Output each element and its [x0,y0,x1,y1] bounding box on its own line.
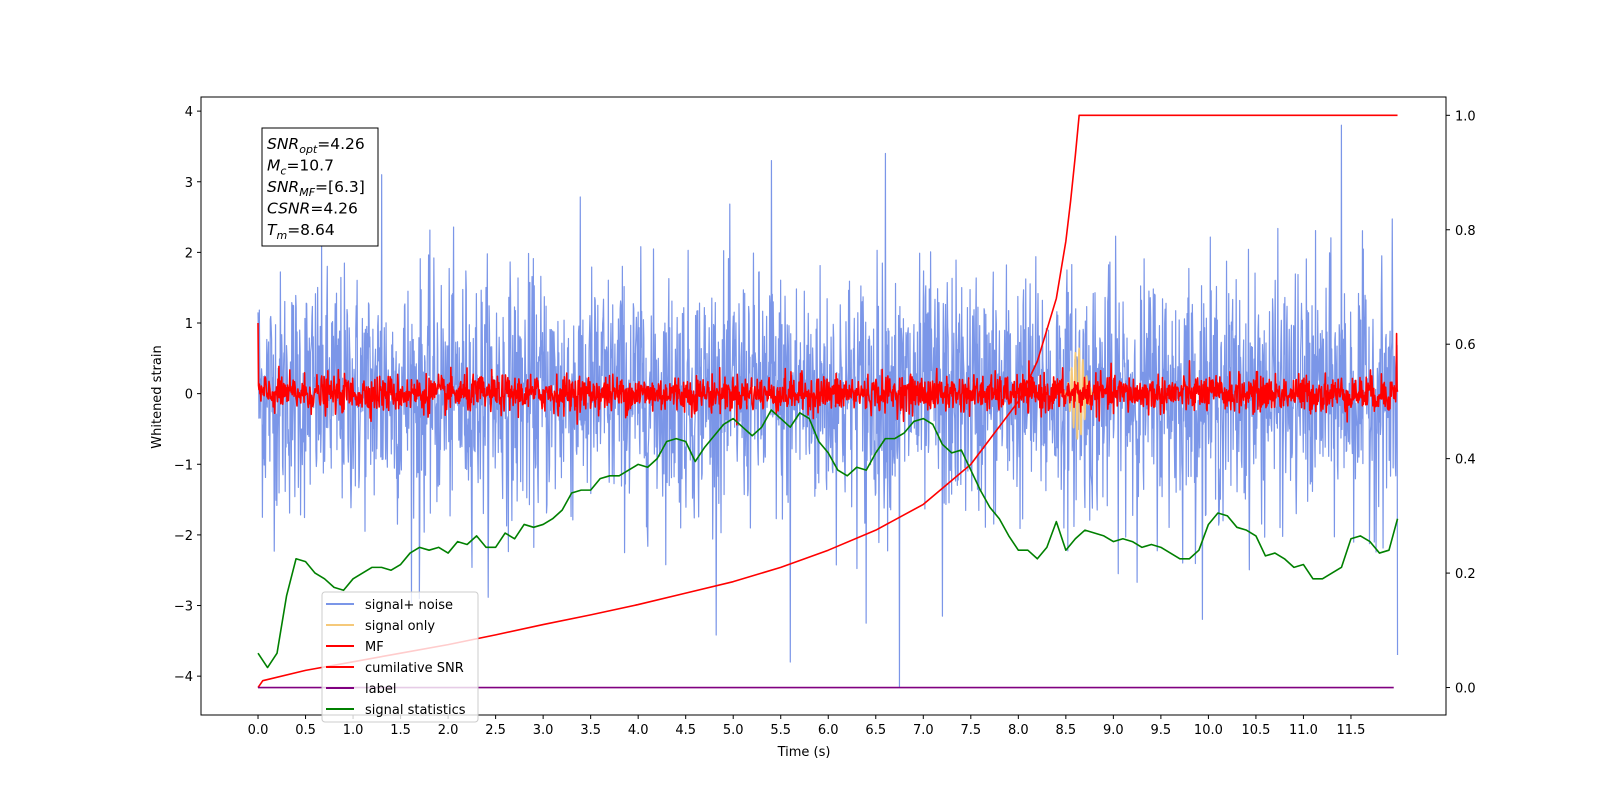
legend-frame [321,591,479,723]
legend-label: cumilative SNR [365,661,464,676]
plot-frame [200,96,1447,716]
axes: 0.0 0.5 1.0 1.5 2.0 2.5 3.0 3.5 4.0 4.5 5.0 5.5 6.0 6… [174,96,1476,738]
legend-label: signal only [365,619,435,634]
x-tick-label: 11.5 [1336,723,1365,738]
annotation-line: Tm=8.64 [267,221,335,242]
y-right-tick-label: 0.8 [1455,224,1476,239]
y-tick-label: 1 [185,317,193,332]
x-tick-label: 4.0 [628,723,649,738]
annotation-line: SNRMF=[6.3] [267,178,365,199]
x-tick-label: 10.5 [1241,723,1270,738]
y-tick-label: −3 [174,600,193,615]
x-tick-label: 6.5 [865,723,886,738]
annotation-frame [261,127,379,247]
y-tick-label: 2 [185,246,193,261]
x-tick-label: 2.0 [438,723,459,738]
y-tick-label: 3 [185,176,193,191]
x-tick-label: 3.5 [580,723,601,738]
x-tick-label: 9.5 [1151,723,1172,738]
x-tick-label: 8.0 [1008,723,1029,738]
legend-label: MF [365,640,384,655]
legend: signal+ noise signal only MF cumilative SNR… [321,591,479,723]
x-tick-label: 2.5 [485,723,506,738]
x-tick-label: 10.0 [1194,723,1223,738]
annotation-line: Mc=10.7 [267,157,334,178]
annotation-line: CSNR=4.26 [267,200,358,218]
y-tick-label: −1 [174,458,193,473]
y-right-tick-label: 0.6 [1455,338,1476,353]
y-right-tick-label: 0.4 [1455,453,1476,468]
x-tick-label: 1.5 [390,723,411,738]
x-tick-label: 8.5 [1056,723,1077,738]
y-tick-label: 0 [185,388,193,403]
x-tick-label: 0.0 [248,723,269,738]
series-signal-statistics-line [257,409,1399,669]
x-tick-label: 1.0 [343,723,364,738]
y-tick-label: −2 [174,529,193,544]
y-tick-label: −4 [174,670,193,685]
legend-label: signal statistics [365,703,466,718]
legend-label: label [365,682,396,697]
x-tick-label: 6.0 [818,723,839,738]
x-tick-label: 0.5 [295,723,316,738]
x-tick-label: 5.5 [770,723,791,738]
y-axis-title: Whitened strain [150,345,165,448]
y-right-tick-label: 1.0 [1455,109,1476,124]
x-tick-label: 11.0 [1289,723,1318,738]
x-tick-label: 7.5 [960,723,981,738]
x-tick-label: 7.0 [913,723,934,738]
series-mf-line [257,323,1399,426]
annotation-line: SNRopt=4.26 [267,135,365,156]
x-tick-label: 3.0 [533,723,554,738]
x-tick-label: 5.0 [723,723,744,738]
y-tick-label: 4 [185,105,193,120]
y-right-tick-label: 0.2 [1455,567,1476,582]
legend-label: signal+ noise [365,598,453,613]
y-right-tick-label: 0.0 [1455,682,1476,697]
x-tick-label: 4.5 [675,723,696,738]
x-axis-title: Time (s) [777,745,831,760]
x-tick-label: 9.0 [1103,723,1124,738]
